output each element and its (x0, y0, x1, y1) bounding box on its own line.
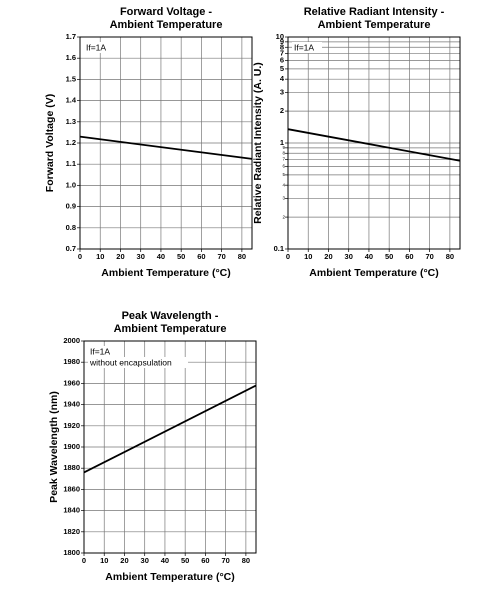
y-tick-label: 1960 (63, 378, 80, 387)
x-tick-label: 20 (120, 556, 128, 565)
y-tick-label: 8 (280, 42, 284, 51)
y-tick-label: 1.0 (66, 180, 76, 189)
y-tick-label: 7 (282, 157, 285, 162)
x-tick-label: 60 (197, 252, 205, 261)
data-line (79, 135, 253, 160)
x-tick-label: 40 (157, 252, 165, 261)
y-tick-label: 0.7 (66, 244, 76, 253)
y-tick-label: 1880 (63, 463, 80, 472)
x-tick-label: 30 (345, 252, 353, 261)
y-tick-label: 1.1 (66, 159, 76, 168)
y-tick-label: 10 (276, 32, 284, 41)
y-tick-label: 0.8 (66, 223, 76, 232)
x-tick-label: 50 (177, 252, 185, 261)
x-tick-label: 20 (116, 252, 124, 261)
y-axis-label: Peak Wavelength (nm) (48, 391, 60, 503)
x-tick-label: 20 (324, 252, 332, 261)
y-tick-label: 1980 (63, 357, 80, 366)
y-axis-label: Forward Voltage (V) (44, 94, 56, 192)
y-tick-label: 1.6 (66, 53, 76, 62)
y-tick-label: 2 (280, 106, 284, 115)
x-tick-label: 70 (221, 556, 229, 565)
y-tick-label: 8 (282, 150, 285, 155)
annotation: If=1A (294, 42, 314, 52)
x-tick-label: 60 (405, 252, 413, 261)
x-tick-label: 50 (181, 556, 189, 565)
y-tick-label: 2 (282, 214, 285, 219)
annotation-bg (292, 42, 322, 53)
y-tick-label: 1.2 (66, 138, 76, 147)
x-tick-label: 0 (82, 556, 86, 565)
y-tick-label: 4 (282, 182, 285, 187)
x-tick-label: 10 (96, 252, 104, 261)
y-tick-label: 1.5 (66, 74, 76, 83)
annotation-bg (84, 42, 114, 53)
y-tick-label: 2000 (63, 336, 80, 345)
annotation: If=1A (90, 346, 110, 356)
chart-title: Peak Wavelength - (122, 310, 219, 322)
x-tick-label: 80 (238, 252, 246, 261)
y-tick-label: 9 (280, 37, 284, 46)
y-tick-label: 0.9 (66, 202, 76, 211)
chart-title: Ambient Temperature (110, 19, 223, 31)
y-tick-label: 1 (280, 138, 284, 147)
x-tick-label: 70 (217, 252, 225, 261)
y-tick-label: 1920 (63, 421, 80, 430)
x-tick-label: 30 (141, 556, 149, 565)
x-tick-label: 80 (446, 252, 454, 261)
x-tick-label: 50 (385, 252, 393, 261)
y-tick-label: 1800 (63, 548, 80, 557)
y-tick-label: 3 (282, 196, 285, 201)
x-tick-label: 70 (425, 252, 433, 261)
y-tick-label: 1860 (63, 484, 80, 493)
y-tick-label: 1820 (63, 527, 80, 536)
x-tick-label: 30 (137, 252, 145, 261)
x-axis-label: Ambient Temperature (°C) (105, 571, 234, 583)
y-tick-label: 1.7 (66, 32, 76, 41)
x-tick-label: 0 (78, 252, 82, 261)
annotation: without encapsulation (89, 357, 172, 367)
annotation: If=1A (86, 42, 106, 52)
y-tick-label: 1.4 (66, 96, 77, 105)
x-tick-label: 10 (100, 556, 108, 565)
plot-frame (287, 36, 461, 250)
plot-frame (83, 340, 257, 554)
y-tick-label: 6 (282, 164, 285, 169)
x-tick-label: 60 (201, 556, 209, 565)
x-tick-label: 40 (161, 556, 169, 565)
y-tick-label: 4 (280, 74, 285, 83)
y-tick-label: 6 (280, 56, 284, 65)
y-tick-label: 1900 (63, 442, 80, 451)
x-tick-label: 10 (304, 252, 312, 261)
y-axis-label: Relative Radiant Intensity (A. U.) (252, 62, 264, 224)
y-tick-label: 9 (282, 145, 285, 150)
y-tick-label: 0.1 (274, 244, 284, 253)
x-tick-label: 40 (365, 252, 373, 261)
data-line (83, 384, 257, 474)
plot-frame (79, 36, 253, 250)
data-line (287, 128, 461, 162)
annotation-bg (88, 357, 188, 368)
chart-title: Forward Voltage - (120, 6, 212, 18)
chart-title: Ambient Temperature (318, 19, 431, 31)
y-tick-label: 1840 (63, 506, 80, 515)
y-tick-label: 5 (280, 64, 284, 73)
y-tick-label: 1940 (63, 400, 80, 409)
chart-title: Relative Radiant Intensity - (304, 6, 445, 18)
annotation-bg (88, 346, 118, 357)
y-tick-label: 3 (280, 87, 284, 96)
x-axis-label: Ambient Temperature (°C) (101, 267, 230, 279)
y-tick-label: 1.3 (66, 117, 76, 126)
y-tick-label: 7 (280, 48, 284, 57)
x-tick-label: 0 (286, 252, 290, 261)
x-tick-label: 80 (242, 556, 250, 565)
x-axis-label: Ambient Temperature (°C) (309, 267, 438, 279)
y-tick-label: 5 (282, 172, 285, 177)
chart-title: Ambient Temperature (114, 323, 227, 335)
